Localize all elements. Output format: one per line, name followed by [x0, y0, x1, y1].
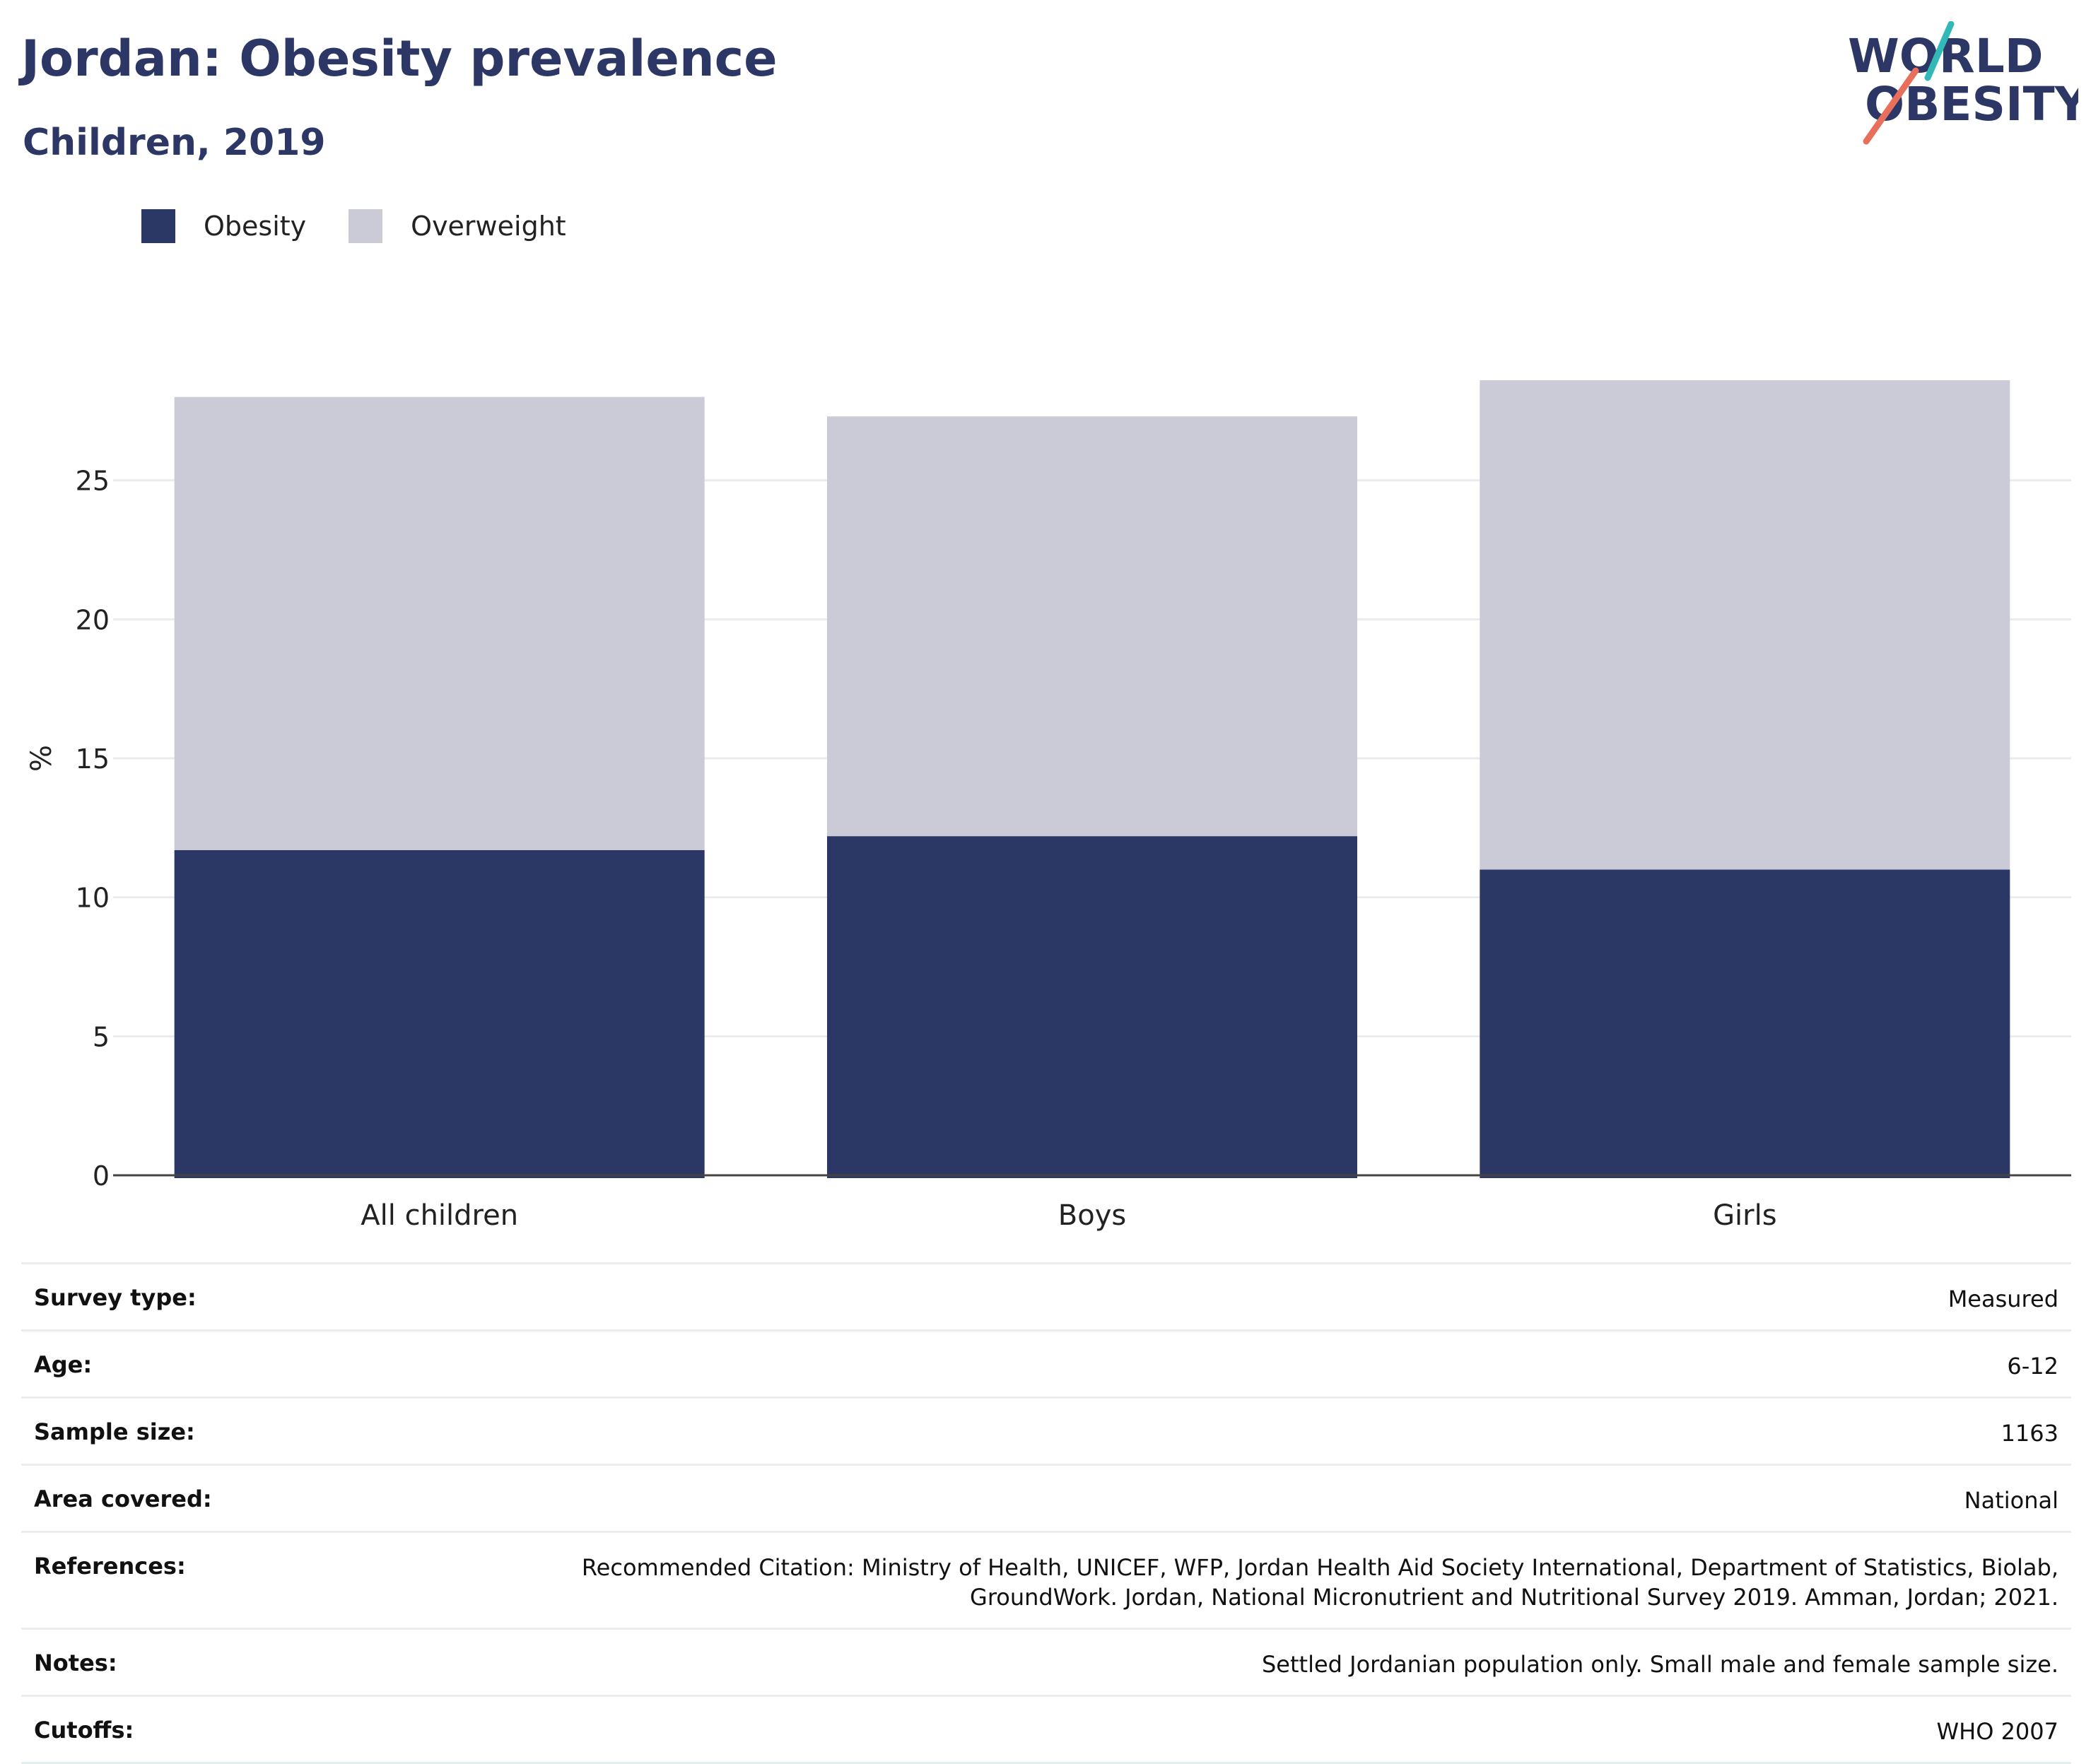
legend-item-obesity[interactable]: Obesity	[141, 209, 306, 243]
page-subtitle: Children, 2019	[23, 122, 326, 164]
bar-obesity-girls[interactable]	[1480, 869, 2010, 1178]
logo-slash-teal	[1924, 21, 1955, 81]
legend-swatch-overweight	[348, 209, 383, 243]
meta-row-references: References: Recommended Citation: Minist…	[21, 1531, 2071, 1628]
x-tick-label: Girls	[1713, 1199, 1777, 1232]
meta-value: 6-12	[2007, 1353, 2058, 1380]
meta-key: Area covered:	[34, 1486, 212, 1512]
meta-value: WHO 2007	[1936, 1718, 2059, 1745]
world-obesity-logo: WORLD OBESITY	[1848, 21, 2078, 145]
axes: 0 5 10 15 20 25% All children Boys Girls	[25, 466, 2071, 1232]
meta-key: Age:	[34, 1351, 93, 1378]
y-axis-label: %	[25, 745, 58, 772]
meta-value: Settled Jordanian population only. Small…	[1261, 1651, 2058, 1678]
y-tick-label: 20	[76, 604, 110, 635]
bar-overweight-all-children[interactable]	[174, 396, 705, 850]
chart-legend: Obesity Overweight	[141, 209, 609, 243]
meta-key: References:	[34, 1553, 186, 1580]
meta-key: Sample size:	[34, 1418, 195, 1445]
bar-overweight-boys[interactable]	[827, 416, 1357, 837]
legend-item-overweight[interactable]: Overweight	[348, 209, 566, 243]
logo-slash-coral	[1863, 67, 1919, 145]
y-tick-label: 25	[76, 466, 110, 497]
meta-row-sample-size: Sample size: 1163	[21, 1396, 2071, 1464]
bar-obesity-boys[interactable]	[827, 836, 1357, 1178]
x-tick-label: Boys	[1058, 1199, 1126, 1232]
meta-value: Recommended Citation: Ministry of Health…	[581, 1554, 2058, 1611]
legend-label-obesity: Obesity	[204, 211, 307, 242]
y-tick-label: 10	[76, 883, 110, 914]
page-title: Jordan: Obesity prevalence	[21, 30, 778, 88]
bars	[174, 380, 2010, 1178]
legend-swatch-obesity	[141, 209, 175, 243]
meta-value: 1163	[2001, 1420, 2058, 1447]
meta-key: Notes:	[34, 1650, 117, 1676]
stacked-bar-chart: 0 5 10 15 20 25% All children Boys Girls	[25, 380, 2071, 1232]
legend-label-overweight: Overweight	[411, 211, 566, 242]
meta-key: Survey type:	[34, 1284, 197, 1311]
survey-details-table: Survey type: Measured Age: 6-12 Sample s…	[21, 1262, 2071, 1764]
meta-row-notes: Notes: Settled Jordanian population only…	[21, 1628, 2071, 1695]
meta-row-cutoffs: Cutoffs: WHO 2007	[21, 1695, 2071, 1764]
x-tick-label: All children	[361, 1199, 518, 1232]
y-tick-label: 15	[76, 743, 110, 775]
y-tick-label: 0	[93, 1160, 110, 1192]
meta-row-survey-type: Survey type: Measured	[21, 1262, 2071, 1329]
meta-row-area-covered: Area covered: National	[21, 1464, 2071, 1531]
logo-line2: OBESITY	[1865, 77, 2078, 131]
meta-value: Measured	[1948, 1286, 2058, 1312]
y-tick-label: 5	[93, 1021, 110, 1052]
meta-value: National	[1964, 1487, 2058, 1514]
meta-row-age: Age: 6-12	[21, 1329, 2071, 1396]
bar-overweight-girls[interactable]	[1480, 380, 2010, 870]
meta-key: Cutoffs:	[34, 1717, 134, 1744]
bar-obesity-all-children[interactable]	[174, 849, 705, 1178]
